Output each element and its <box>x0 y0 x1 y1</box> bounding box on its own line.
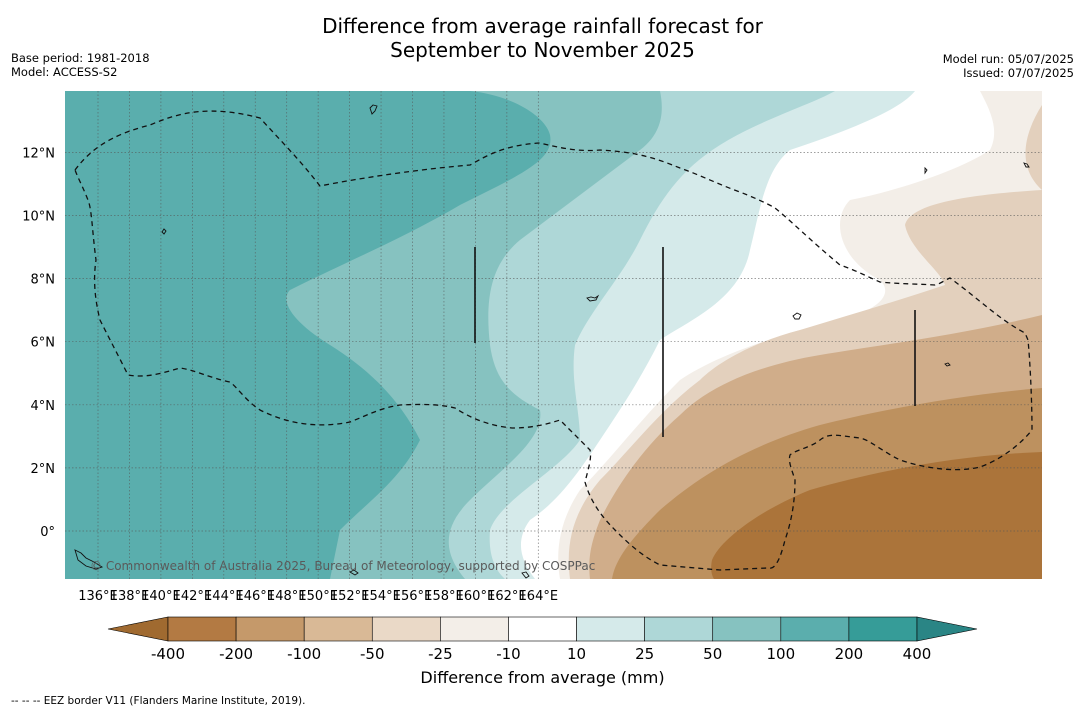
colorbar-segment <box>371 616 441 642</box>
colorbar-tick-label: 50 <box>703 645 722 663</box>
island-pohnpei <box>792 312 802 320</box>
colorbar-tick-label: -25 <box>428 645 453 663</box>
colorbar-segment <box>440 616 509 642</box>
colorbar-title: Difference from average (mm) <box>420 668 665 687</box>
colorbar-tick-label: -100 <box>287 645 321 663</box>
lat-tick-label: 10°N <box>22 210 55 225</box>
lat-tick-label: 8°N <box>31 273 56 288</box>
eez-footnote: -- -- -- EEZ border V11 (Flanders Marine… <box>11 695 306 707</box>
island-small-south <box>349 569 359 576</box>
colorbar-segment <box>644 616 714 642</box>
lon-tick-label: 162°E <box>487 589 527 604</box>
lon-tick-label: 136°E <box>78 589 118 604</box>
island-east <box>924 166 928 175</box>
model-run-text: Model run: 05/07/2025 <box>942 52 1074 66</box>
colorbar-segment <box>780 616 850 642</box>
island-small-south-2 <box>521 571 530 579</box>
eez-borders <box>74 110 1033 571</box>
colorbar-tick-label: 10 <box>567 645 586 663</box>
colorbar-tick-label: -400 <box>151 645 185 663</box>
map-title: Difference from average rainfall forecas… <box>0 14 1085 62</box>
island-kosrae <box>944 362 951 367</box>
lat-tick-label: 12°N <box>22 146 55 161</box>
latitude-labels: 12°N 10°N 8°N 6°N 4°N 2°N 0° <box>22 146 55 540</box>
lat-tick-label: 4°N <box>31 399 56 414</box>
colorbar-segment <box>712 616 782 642</box>
lon-tick-label: 148°E <box>267 589 307 604</box>
lon-tick-label: 164°E <box>519 589 559 604</box>
lon-tick-label: 152°E <box>330 589 370 604</box>
lat-tick-label: 6°N <box>31 336 56 351</box>
colorbar-tick-label: 100 <box>766 645 795 663</box>
island-new-guinea-coast <box>74 549 104 570</box>
colorbar: -400 -200 -100 -50 -25 -10 10 25 50 100 200 400 <box>107 616 978 663</box>
eez-border-fsm <box>74 110 1033 571</box>
colorbar-tick-label: 200 <box>835 645 864 663</box>
colorbar-tick-label: 400 <box>903 645 932 663</box>
lon-tick-label: 142°E <box>173 589 213 604</box>
lon-tick-label: 138°E <box>110 589 150 604</box>
lon-tick-label: 158°E <box>424 589 464 604</box>
island-yap <box>161 228 167 235</box>
title-line-2: September to November 2025 <box>390 38 695 62</box>
lon-tick-label: 140°E <box>141 589 181 604</box>
island-chuuk <box>586 294 600 302</box>
title-line-1: Difference from average rainfall forecas… <box>322 14 763 38</box>
islands <box>74 104 1030 579</box>
lat-tick-label: 2°N <box>31 462 56 477</box>
longitude-labels: 136°E138°E140°E142°E144°E146°E148°E150°E… <box>78 589 558 604</box>
issued-text: Issued: 07/07/2025 <box>963 66 1074 80</box>
lat-tick-label: 0° <box>40 525 55 540</box>
lon-tick-label: 154°E <box>361 589 401 604</box>
base-period-text: Base period: 1981-2018 <box>11 51 150 65</box>
colorbar-segment <box>167 616 237 642</box>
colorbar-tick-label: 25 <box>635 645 654 663</box>
boundary-segments <box>474 247 916 437</box>
band-neg400-neg200 <box>711 452 1042 579</box>
copyright-text: © Commonwealth of Australia 2025, Bureau… <box>90 559 595 573</box>
lon-tick-label: 150°E <box>298 589 338 604</box>
lon-tick-label: 156°E <box>393 589 433 604</box>
colorbar-segment <box>508 616 577 642</box>
model-text: Model: ACCESS-S2 <box>11 65 118 79</box>
gridlines <box>65 91 1042 579</box>
colorbar-tick-label: -50 <box>360 645 385 663</box>
colorbar-segment <box>235 616 305 642</box>
island-marshall <box>1023 162 1030 168</box>
colorbar-low-extension <box>107 616 169 642</box>
meta-left: Base period: 1981-2018 Model: ACCESS-S2 <box>11 51 150 79</box>
colorbar-segment <box>303 616 373 642</box>
meta-right: Model run: 05/07/2025 Issued: 07/07/2025 <box>943 52 1074 80</box>
lon-tick-label: 144°E <box>204 589 244 604</box>
colorbar-high-extension <box>916 616 978 642</box>
map-field: © Commonwealth of Australia 2025, Bureau… <box>65 91 1042 579</box>
colorbar-segment <box>576 616 645 642</box>
lon-tick-label: 146°E <box>235 589 275 604</box>
lon-tick-label: 160°E <box>456 589 496 604</box>
colorbar-tick-label: -200 <box>219 645 253 663</box>
island-guam <box>369 104 378 115</box>
colorbar-tick-label: -10 <box>496 645 521 663</box>
colorbar-segment <box>848 616 918 642</box>
